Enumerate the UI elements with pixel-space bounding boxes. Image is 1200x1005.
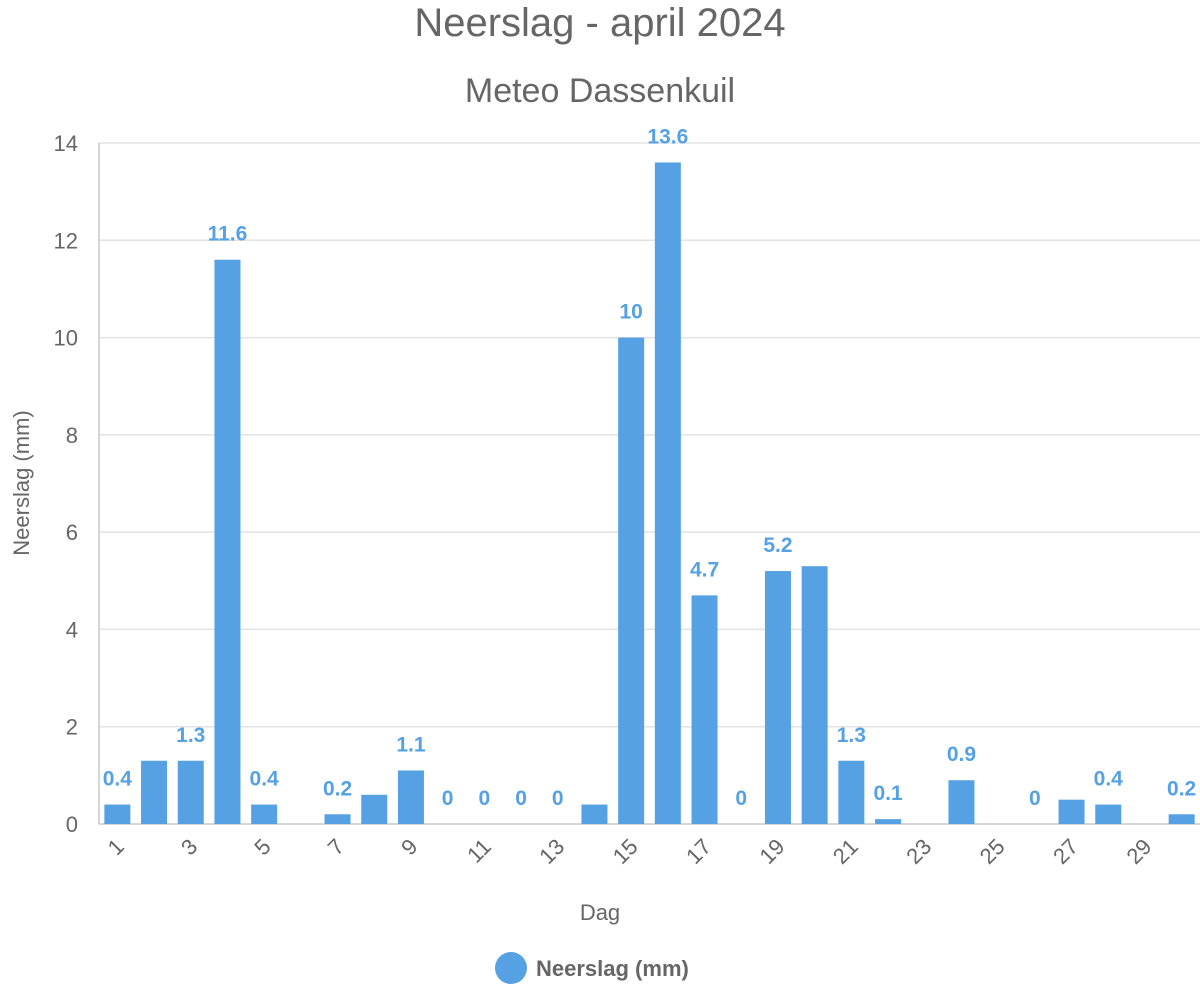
x-tick-label: 5: [249, 834, 275, 860]
data-label: 4.7: [690, 558, 719, 581]
bar[interactable]: [251, 804, 278, 824]
bar[interactable]: [801, 566, 828, 824]
x-tick-label: 3: [176, 834, 202, 860]
legend[interactable]: Neerslag (mm): [495, 952, 689, 984]
y-tick-label: 2: [66, 715, 78, 740]
bar[interactable]: [397, 770, 424, 824]
bar[interactable]: [177, 760, 204, 824]
x-tick-label: 17: [681, 834, 716, 869]
bars: [104, 162, 1195, 824]
chart-subtitle: Meteo Dassenkuil: [465, 72, 735, 110]
y-axis-title: Neerslag (mm): [9, 410, 34, 555]
chart-title: Neerslag - april 2024: [414, 1, 785, 45]
data-label: 0: [735, 787, 747, 810]
data-label: 0: [442, 787, 454, 810]
data-label: 13.6: [647, 125, 688, 148]
x-tick-label: 23: [901, 834, 936, 869]
bar[interactable]: [618, 337, 645, 824]
bar[interactable]: [875, 819, 902, 824]
data-label: 0: [515, 787, 527, 810]
bar[interactable]: [948, 780, 975, 824]
bar[interactable]: [1095, 804, 1122, 824]
data-label: 5.2: [763, 534, 792, 557]
x-axis-ticks: 1 3 5 7 9 11 13 15 17 19 21 23 25 27 29: [103, 834, 1157, 869]
bar[interactable]: [1058, 799, 1085, 824]
bar[interactable]: [361, 794, 388, 824]
x-axis-title: Dag: [580, 900, 620, 925]
data-label: 0.2: [323, 777, 352, 800]
data-label: 0: [479, 787, 491, 810]
data-label: 0.1: [873, 782, 903, 805]
x-tick-label: 21: [828, 834, 863, 869]
y-tick-label: 4: [66, 617, 78, 642]
data-label: 0.4: [1094, 768, 1124, 791]
data-label: 0.4: [250, 768, 280, 791]
legend-label[interactable]: Neerslag (mm): [536, 956, 689, 981]
data-labels: 0.4 1.3 11.6 0.4 0.2 1.1 0 0 0 0 10 13.6 4.7 0 5.2 1.3 0…: [103, 125, 1197, 810]
bar[interactable]: [764, 571, 791, 824]
data-label: 0: [552, 787, 564, 810]
bar[interactable]: [691, 595, 718, 824]
y-tick-label: 0: [66, 812, 78, 837]
x-tick-label: 19: [754, 834, 789, 869]
y-tick-label: 8: [66, 423, 78, 448]
x-tick-label: 9: [396, 834, 422, 860]
y-tick-label: 6: [66, 520, 78, 545]
bar[interactable]: [214, 259, 241, 824]
y-tick-label: 10: [54, 326, 78, 351]
gridlines: [98, 142, 1200, 825]
y-tick-label: 14: [54, 131, 78, 156]
x-tick-label: 1: [103, 834, 129, 860]
data-label: 0: [1029, 787, 1041, 810]
data-label: 10: [619, 301, 642, 324]
bar[interactable]: [581, 804, 608, 824]
x-tick-label: 25: [975, 834, 1010, 869]
y-axis-ticks: 0 2 4 6 8 10 12 14: [54, 131, 78, 837]
x-tick-label: 15: [608, 834, 643, 869]
x-tick-label: 29: [1121, 834, 1156, 869]
legend-swatch[interactable]: [495, 952, 527, 984]
x-tick-label: 27: [1048, 834, 1083, 869]
bar[interactable]: [838, 760, 865, 824]
data-label: 1.1: [396, 733, 426, 756]
data-label: 1.3: [837, 724, 866, 747]
data-label: 0.4: [103, 768, 133, 791]
y-tick-label: 12: [54, 228, 78, 253]
data-label: 1.3: [176, 724, 205, 747]
data-label: 11.6: [208, 223, 248, 246]
data-label: 0.9: [947, 743, 976, 766]
bar[interactable]: [324, 814, 351, 824]
x-tick-label: 13: [534, 834, 569, 869]
x-tick-label: 7: [323, 834, 349, 860]
data-label: 0.2: [1167, 777, 1196, 800]
bar[interactable]: [141, 760, 168, 824]
bar[interactable]: [1168, 814, 1195, 824]
bar[interactable]: [104, 804, 131, 824]
x-tick-label: 11: [462, 834, 496, 868]
bar[interactable]: [654, 162, 681, 824]
